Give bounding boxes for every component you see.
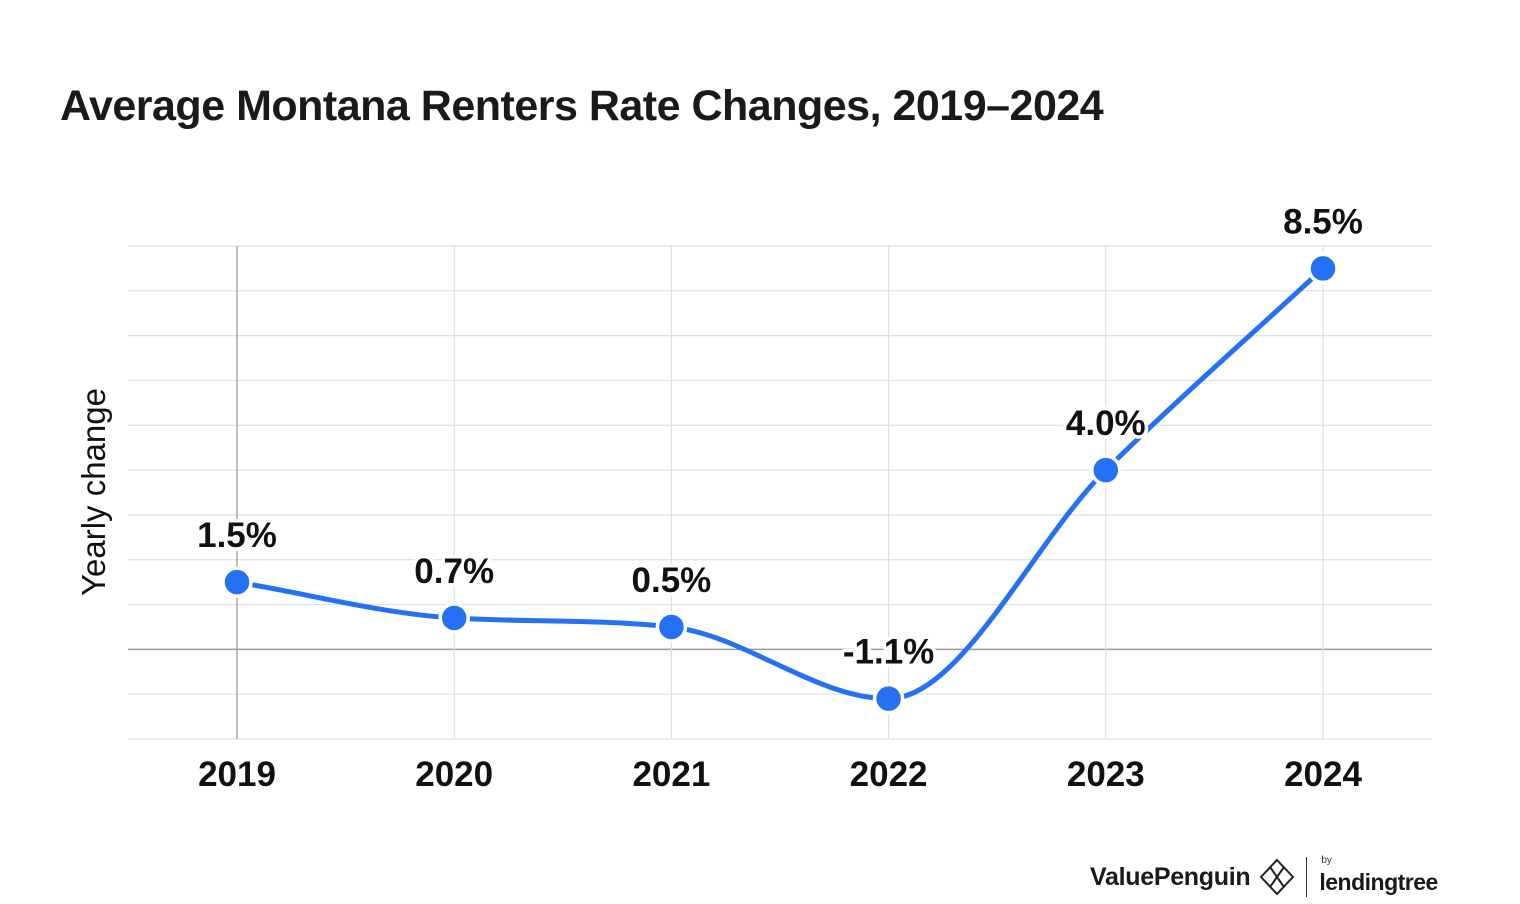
data-label: -1.1% [843, 633, 934, 672]
data-label: 1.5% [197, 516, 277, 555]
valuepenguin-wordmark: ValuePenguin [1090, 862, 1251, 891]
x-tick-label: 2021 [632, 755, 710, 794]
chart-title: Average Montana Renters Rate Changes, 20… [60, 82, 1104, 130]
data-point [438, 602, 470, 634]
data-point [221, 566, 253, 598]
x-tick-label: 2024 [1284, 755, 1362, 794]
data-label: 4.0% [1066, 404, 1146, 443]
lendingtree-wordmark: lendingtree [1319, 869, 1438, 895]
data-label: 0.7% [414, 552, 494, 591]
x-tick-label: 2023 [1067, 755, 1145, 794]
logo-by-text: by [1321, 855, 1332, 866]
x-tick-label: 2020 [415, 755, 493, 794]
data-point [1307, 252, 1339, 285]
y-axis-label: Yearly change [75, 388, 112, 596]
data-point [872, 682, 905, 715]
logo-divider [1306, 857, 1308, 897]
valuepenguin-icon [1259, 858, 1295, 896]
data-label: 8.5% [1283, 202, 1363, 241]
x-tick-label: 2022 [850, 755, 928, 794]
lendingtree-logo: by lendingtree [1319, 855, 1439, 899]
brand-logo: ValuePenguin by lendingtree [1090, 852, 1439, 902]
series-line [234, 265, 1326, 702]
data-point [655, 611, 688, 643]
x-tick-label: 2019 [198, 755, 276, 794]
data-label: 0.5% [632, 561, 712, 600]
data-point [1090, 454, 1122, 486]
